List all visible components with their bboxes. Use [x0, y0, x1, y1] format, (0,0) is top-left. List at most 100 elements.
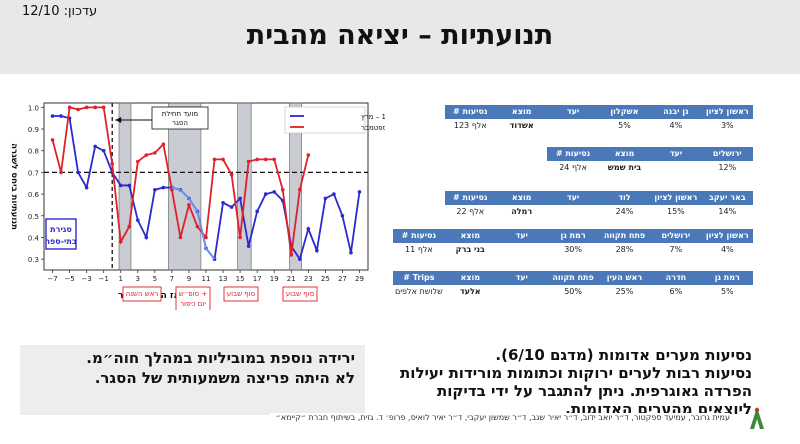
table-header-cell: # נסיעות	[547, 147, 599, 161]
x-tick-label: 29	[355, 275, 364, 283]
mobility-chart: 0.30.40.50.60.70.80.91.0−7 −5 −3 −1 1 3 5 7 9 11 1…	[9, 102, 385, 310]
table-cell: בית שמש	[607, 163, 642, 172]
table-cell: 15%	[666, 207, 685, 216]
schools-closing-box	[45, 218, 77, 250]
page-title: תנועתיות – יציאה מהבית	[246, 20, 554, 51]
trips-table: באר יעקב ראשון לציון לוד יעד מוצא # נסיעות 14%…	[393, 191, 753, 219]
data-point-september	[246, 159, 251, 164]
table-header-cell: רמת גן	[701, 271, 753, 285]
table-cell	[650, 161, 701, 175]
data-point-september	[127, 224, 132, 229]
data-point-september	[178, 235, 183, 240]
table-header-cell: רמת גן	[547, 229, 599, 243]
data-point-september	[221, 157, 225, 162]
data-point-march	[349, 250, 353, 255]
legend-label-september: סגר 2 – ספטמבר	[361, 124, 385, 132]
x-tick-label: 23	[304, 275, 313, 283]
table-cell: 50%	[564, 287, 582, 296]
y-axis-label: תנועתיות ביחס לשגרה	[9, 143, 19, 230]
y-tick-label: 0.7	[28, 169, 39, 177]
data-point-september	[306, 153, 311, 157]
event-label-box	[282, 286, 318, 302]
data-point-march	[332, 192, 336, 196]
y-tick-label: 0.4	[28, 234, 40, 242]
table-header-cell: # נסיעות	[444, 105, 496, 119]
data-point-march	[161, 185, 166, 190]
data-point-march	[101, 148, 106, 153]
schools-closing-text: סגירת	[50, 225, 72, 234]
data-point-september	[110, 161, 115, 166]
data-point-september	[170, 187, 174, 192]
x-tick-label: −5	[64, 275, 74, 283]
data-point-september	[272, 157, 277, 162]
table-cell: רמלה	[511, 207, 533, 216]
y-tick-label: 0.8	[28, 148, 39, 156]
trips-table: ירושלים יעד מוצא # נסיעות 12% בית שמש 24 אלף	[393, 147, 753, 175]
data-point-march	[144, 235, 149, 240]
table-row: 12% בית שמש 24 אלף	[393, 161, 753, 175]
x-tick-label: 11	[202, 275, 211, 283]
table-cell	[547, 119, 598, 133]
x-axis-label: ימים מאז הטלת הסגר	[118, 291, 208, 301]
data-point-march	[357, 190, 362, 194]
shaded-band	[168, 102, 202, 271]
x-tick-label: 15	[236, 275, 245, 283]
data-point-september	[144, 153, 149, 157]
event-label: ראש השנה	[126, 290, 159, 298]
note-line: לא היתה פריצה משמעותית של הסגר.	[94, 369, 355, 387]
table-header-cell: מוצא	[444, 229, 496, 243]
data-point-march	[323, 196, 328, 201]
table-cell: אשדוד	[509, 121, 534, 130]
x-tick-label: 1	[119, 275, 123, 283]
note-line: הפרדה גאוגרפית. ניתן להתגבר על ידי בדיקו…	[436, 382, 752, 400]
note-line: נסיעות מערים אדומות (מדגם 6/10).	[495, 346, 752, 364]
table-cell: 25%	[615, 287, 634, 296]
data-point-september	[255, 157, 259, 162]
table-cell: 123 אלף	[453, 121, 487, 130]
data-point-september	[204, 235, 208, 240]
data-point-march	[76, 170, 80, 175]
table-cell: 30%	[564, 245, 582, 254]
table-header-cell: ראשון לציון	[701, 105, 753, 119]
data-point-september	[84, 105, 89, 110]
data-point-september	[76, 107, 80, 112]
table-header-cell: ראשון לציון	[650, 191, 702, 205]
credits: עמית גרובר, עמיעד ספקטור, ד״ר יואב ידוב,…	[270, 413, 730, 422]
table-row: 3% 4% 5% אשדוד 123 אלף	[393, 119, 753, 133]
table-header-cell: יעד	[496, 271, 548, 285]
x-tick-label: 7	[170, 275, 174, 283]
table-cell	[547, 205, 598, 219]
table-cell: 24 אלף	[559, 163, 587, 172]
y-tick-label: 0.5	[28, 213, 39, 221]
data-point-march	[306, 226, 311, 231]
table-header-row: באר יעקב ראשון לציון לוד יעד מוצא # נסיעות	[393, 191, 753, 205]
x-tick-label: −1	[99, 275, 109, 283]
data-point-september	[187, 203, 191, 207]
table-header-row: ראשון לציון ירושלים פתח תקווה רמת גן יעד מוצא…	[393, 229, 753, 243]
shaded-band	[118, 102, 132, 271]
table-cell: 4%	[669, 121, 683, 130]
x-tick-label: 3	[136, 275, 140, 283]
table-row: 14% 15% 24% רמלה 22 אלף	[393, 205, 753, 219]
trips-table: ראשון לציון ירושלים פתח תקווה רמת גן יעד מוצא…	[393, 229, 753, 257]
x-tick-label: 9	[187, 275, 191, 283]
table-cell: 28%	[615, 245, 634, 254]
table-header-cell: # Trips	[393, 271, 445, 285]
x-tick-label: 19	[270, 275, 279, 283]
x-tick-label: 17	[253, 275, 262, 283]
note-line: ירידה נוספת במוביליות במהלך חוה״מ.	[86, 349, 355, 367]
data-point-march	[135, 218, 140, 222]
data-point-march	[229, 205, 234, 209]
legend-box	[284, 106, 366, 134]
data-point-september	[101, 105, 106, 110]
series-highlight-segment	[171, 186, 216, 260]
data-point-march	[118, 183, 123, 188]
table-cell: 12%	[718, 163, 737, 172]
update-date: עדכון: 12/10	[22, 4, 98, 19]
table-header-cell: ירושלים	[650, 229, 702, 243]
data-point-september	[67, 105, 72, 110]
arrow-head-icon	[115, 117, 122, 123]
table-cell: 24%	[615, 207, 634, 216]
event-label: סוף שבוע	[286, 290, 315, 298]
table-header-cell: לוד	[598, 191, 651, 205]
